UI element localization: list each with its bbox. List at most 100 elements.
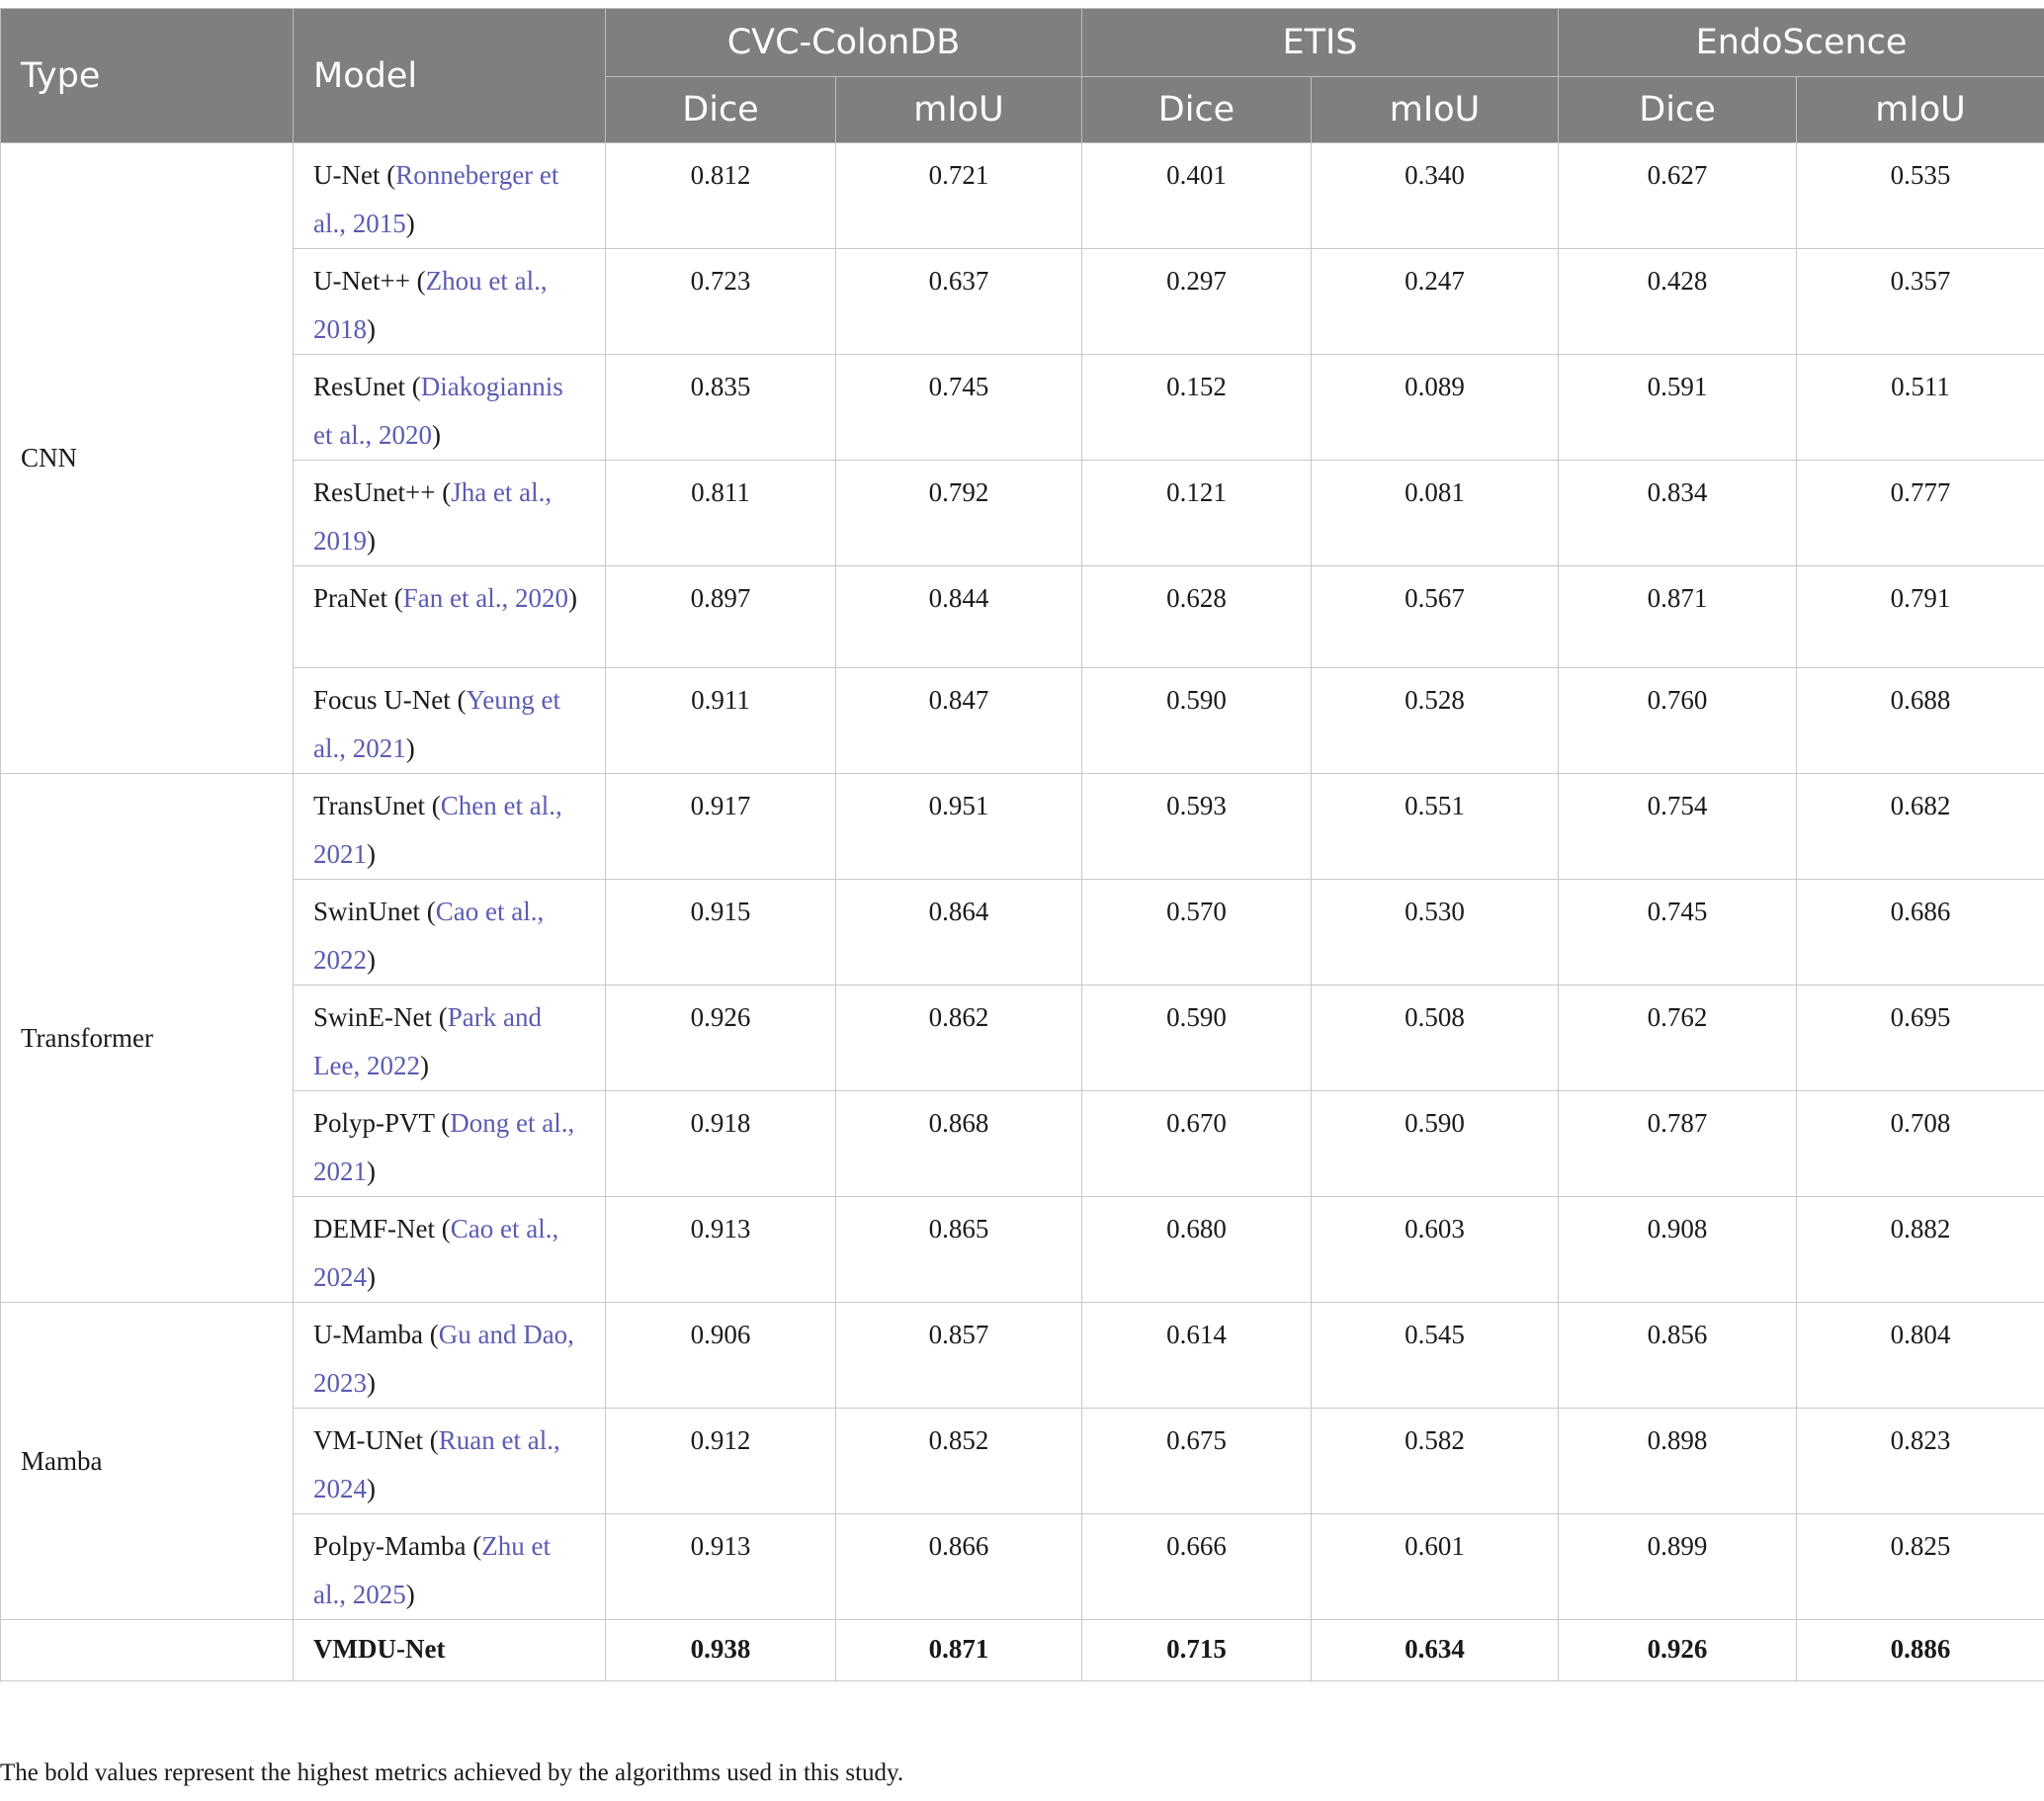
metric-value-cell: 0.545 — [1310, 1302, 1560, 1409]
metric-value-cell: 0.908 — [1558, 1196, 1798, 1303]
metric-value-cell: 0.675 — [1081, 1408, 1312, 1514]
metric-value-cell: 0.834 — [1558, 460, 1798, 566]
citation-link[interactable]: Jha et al., 2019 — [313, 477, 553, 556]
metric-value-cell: 0.913 — [605, 1513, 836, 1620]
metric-value-cell: 0.906 — [605, 1302, 836, 1409]
metric-value-cell: 0.899 — [1558, 1513, 1798, 1620]
metric-value-cell: 0.847 — [835, 667, 1082, 774]
metric-value-cell: 0.357 — [1796, 248, 2044, 355]
metric-value-cell: 0.593 — [1081, 773, 1312, 880]
metric-value-cell: 0.917 — [605, 773, 836, 880]
metric-value-cell: 0.682 — [1796, 773, 2044, 880]
citation-link[interactable]: Zhou et al., 2018 — [313, 266, 548, 344]
metric-value-cell: 0.582 — [1310, 1408, 1560, 1514]
model-cell: ResUnet (Diakogiannis et al., 2020) — [293, 354, 606, 461]
type-cell-empty — [0, 1619, 294, 1681]
header-row-groups: Type Model CVC-ColonDB ETIS EndoScence — [0, 8, 2044, 143]
model-name: Polpy-Mamba ( — [313, 1531, 482, 1561]
citation-link[interactable]: Diakogiannis et al., 2020 — [313, 372, 563, 450]
citation-link[interactable]: Yeung et al., 2021 — [313, 685, 560, 763]
model-cell: SwinE-Net (Park and Lee, 2022) — [293, 985, 606, 1091]
metric-value-cell: 0.811 — [605, 460, 836, 566]
metric-value-cell: 0.695 — [1796, 985, 2044, 1091]
citation-close: ) — [367, 1368, 376, 1398]
metric-value-cell: 0.551 — [1310, 773, 1560, 880]
metric-value-cell: 0.590 — [1310, 1090, 1560, 1197]
metric-value-cell: 0.812 — [605, 142, 836, 249]
metric-value-cell: 0.868 — [835, 1090, 1082, 1197]
metric-value-cell: 0.530 — [1310, 879, 1560, 986]
model-cell: Polpy-Mamba (Zhu et al., 2025) — [293, 1513, 606, 1620]
citation-close: ) — [367, 1262, 376, 1292]
metric-value-cell: 0.637 — [835, 248, 1082, 355]
table-row: Polpy-Mamba (Zhu et al., 2025) 0.913 0.866… — [1, 1513, 2044, 1620]
header-metric: mIoU — [835, 76, 1082, 143]
citation-close: ) — [405, 1580, 415, 1609]
model-name: VM-UNet ( — [313, 1425, 439, 1455]
metric-value-cell: 0.897 — [605, 565, 836, 668]
model-cell: VM-UNet (Ruan et al., 2024) — [293, 1408, 606, 1514]
metric-value-cell: 0.951 — [835, 773, 1082, 880]
table-row: ResUnet++ (Jha et al., 2019) 0.811 0.792 0.… — [1, 460, 2044, 566]
citation-link[interactable]: Zhu et al., 2025 — [313, 1531, 551, 1609]
header-metric: Dice — [605, 76, 836, 143]
metric-value-cell: 0.745 — [1558, 879, 1798, 986]
metric-value-cell: 0.614 — [1081, 1302, 1312, 1409]
metric-value-cell: 0.428 — [1558, 248, 1798, 355]
citation-close: ) — [367, 526, 376, 556]
table-footnote: The bold values represent the highest me… — [0, 1759, 904, 1786]
metric-value-cell: 0.760 — [1558, 667, 1798, 774]
header-metric: mIoU — [1796, 76, 2044, 143]
model-name: ResUnet++ ( — [313, 477, 452, 507]
table-row: SwinUnet (Cao et al., 2022) 0.915 0.864 0.5… — [1, 879, 2044, 986]
citation-link[interactable]: Park and Lee, 2022 — [313, 1002, 542, 1080]
table-row: ResUnet (Diakogiannis et al., 2020) 0.835… — [1, 354, 2044, 461]
citation-link[interactable]: Dong et al., 2021 — [313, 1108, 575, 1186]
model-name: TransUnet ( — [313, 791, 441, 820]
metric-value-cell: 0.777 — [1796, 460, 2044, 566]
table-row: U-Net++ (Zhou et al., 2018) 0.723 0.637 0.2… — [1, 248, 2044, 355]
citation-link[interactable]: Cao et al., 2024 — [313, 1214, 559, 1292]
citation-link[interactable]: Ruan et al., 2024 — [313, 1425, 560, 1503]
type-cell: Transformer — [0, 773, 294, 1303]
citation-close: ) — [419, 1051, 429, 1080]
citation-close: ) — [367, 945, 376, 975]
model-name: U-Net++ ( — [313, 266, 426, 296]
citation-link[interactable]: Fan et al., 2020 — [402, 583, 568, 613]
metric-value-cell: 0.911 — [605, 667, 836, 774]
model-name: Polyp-PVT ( — [313, 1108, 451, 1138]
metric-value-cell: 0.804 — [1796, 1302, 2044, 1409]
citation-link[interactable]: Ronneberger et al., 2015 — [313, 160, 559, 238]
metric-value-cell: 0.089 — [1310, 354, 1560, 461]
citation-close: ) — [367, 1474, 376, 1503]
model-cell: DEMF-Net (Cao et al., 2024) — [293, 1196, 606, 1303]
metric-value-cell: 0.882 — [1796, 1196, 2044, 1303]
header-group-etis: ETIS — [1080, 8, 1560, 77]
citation-link[interactable]: Gu and Dao, 2023 — [313, 1320, 574, 1398]
metric-value-cell: 0.825 — [1796, 1513, 2044, 1620]
metric-value-cell: 0.745 — [835, 354, 1082, 461]
metric-value-cell: 0.590 — [1081, 985, 1312, 1091]
citation-link[interactable]: Cao et al., 2022 — [313, 897, 545, 975]
metric-value-cell: 0.686 — [1796, 879, 2044, 986]
metric-value-cell: 0.591 — [1558, 354, 1798, 461]
model-name: Focus U-Net ( — [313, 685, 467, 715]
table-row: CNN U-Net (Ronneberger et al., 2015) 0.812… — [0, 142, 2044, 774]
metric-value-cell: 0.535 — [1796, 142, 2044, 249]
table-row: SwinE-Net (Park and Lee, 2022) 0.926 0.862… — [1, 985, 2044, 1091]
metric-value-cell: 0.862 — [835, 985, 1082, 1091]
metric-value-cell: 0.708 — [1796, 1090, 2044, 1197]
metric-value-cell: 0.823 — [1796, 1408, 2044, 1514]
metric-value-cell: 0.915 — [605, 879, 836, 986]
table-body: CNN U-Net (Ronneberger et al., 2015) 0.812… — [0, 142, 2044, 1681]
metric-value-cell: 0.680 — [1081, 1196, 1312, 1303]
citation-link[interactable]: Chen et al., 2021 — [313, 791, 562, 869]
metric-value-cell: 0.511 — [1796, 354, 2044, 461]
metric-value-best: 0.938 — [605, 1619, 836, 1681]
model-cell: SwinUnet (Cao et al., 2022) — [293, 879, 606, 986]
metric-value-cell: 0.297 — [1081, 248, 1312, 355]
metric-value-cell: 0.918 — [605, 1090, 836, 1197]
model-name: U-Net ( — [313, 160, 396, 190]
table-row: Mamba U-Mamba (Gu and Dao, 2023) 0.906 0.85… — [0, 1302, 2044, 1620]
header-group-cvc-colondb: CVC-ColonDB — [605, 8, 1082, 77]
